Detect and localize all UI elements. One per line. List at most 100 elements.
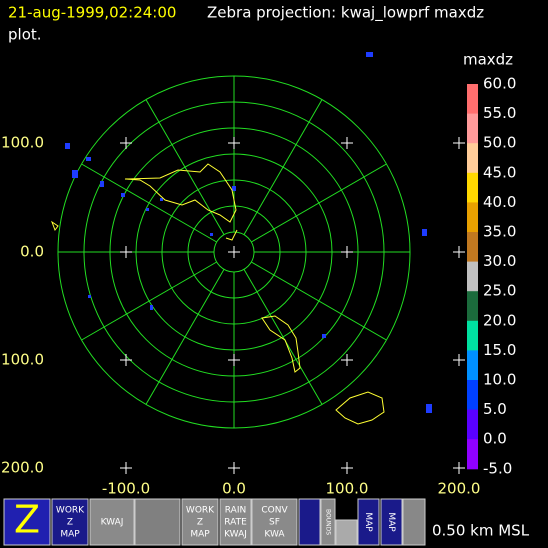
colorbar-swatch — [467, 439, 478, 470]
azimuth-line — [145, 99, 225, 235]
crosshair — [120, 137, 132, 149]
altitude-status: 0.50 km MSL — [432, 522, 530, 540]
colorbar-label: 0.0 — [483, 430, 507, 448]
icon[interactable] — [320, 498, 336, 546]
azimuth-line — [251, 261, 387, 341]
y-label: 200.0 — [1, 459, 44, 477]
colorbar-swatch — [467, 291, 478, 322]
colorbar-label: 60.0 — [483, 75, 516, 93]
icon[interactable] — [89, 498, 135, 546]
icon-label: BOUNDS — [325, 509, 332, 535]
crosshair — [228, 354, 240, 366]
colorbar-label: 30.0 — [483, 252, 516, 270]
icon[interactable] — [402, 498, 426, 546]
icon-bar: Z WORK Z MAP KWAJ WORK Z MAP RAIN RATE KWAJ CONV SF K… — [3, 498, 426, 546]
icon[interactable] — [51, 498, 89, 546]
crosshair — [228, 246, 240, 258]
icon[interactable] — [3, 498, 51, 546]
colorbar-swatch — [467, 409, 478, 440]
azimuth-line — [243, 269, 323, 405]
y-label: 100.0 — [1, 351, 44, 369]
icon-label: MAP — [190, 530, 210, 540]
x-label: 100.0 — [326, 480, 369, 498]
icon[interactable] — [380, 498, 403, 546]
icon-label: KWAJ — [224, 530, 247, 540]
colorbar-label: 55.0 — [483, 104, 516, 122]
colorbar-label: -5.0 — [483, 459, 512, 477]
icon[interactable] — [298, 498, 321, 546]
colorbar-swatch — [467, 380, 478, 411]
colorbar-label: 40.0 — [483, 193, 516, 211]
icon-label: MAP — [60, 530, 80, 540]
icon-label: Z — [14, 498, 40, 542]
crosshair — [120, 246, 132, 258]
crosshair — [453, 137, 465, 149]
coastlines — [50, 163, 385, 425]
x-label: 0.0 — [222, 480, 246, 498]
icon[interactable] — [357, 498, 380, 546]
axis-labels: 100.0 0.0 100.0 200.0 -100.0 0.0 100.0 200.0 — [1, 134, 480, 498]
crosshair — [341, 354, 353, 366]
x-label: -100.0 — [102, 480, 150, 498]
crosshair — [120, 354, 132, 366]
icon-label: Z — [197, 518, 203, 528]
y-label: 100.0 — [1, 134, 44, 152]
icon-label: Z — [67, 518, 73, 528]
icon[interactable] — [251, 498, 298, 546]
colorbar-label: 50.0 — [483, 134, 516, 152]
colorbar: 60.0 55.0 50.0 45.0 40.0 35.0 30.0 25.0 20.0 15.0… — [467, 75, 516, 477]
colorbar-swatch — [467, 350, 478, 381]
icon-label: MAP — [386, 512, 396, 532]
icon[interactable] — [181, 498, 219, 546]
azimuth-line — [145, 269, 225, 405]
colorbar-swatch — [467, 84, 478, 115]
icon[interactable] — [134, 498, 181, 546]
icon[interactable] — [219, 498, 252, 546]
colorbar-label: 10.0 — [483, 371, 516, 389]
colorbar-label: 15.0 — [483, 341, 516, 359]
colorbar-swatch — [467, 261, 478, 292]
echoes — [65, 52, 432, 413]
colorbar-label: 25.0 — [483, 282, 516, 300]
crosshair — [453, 354, 465, 366]
icon-label: RAIN — [225, 506, 246, 516]
y-label: 0.0 — [20, 243, 44, 261]
crosshair — [228, 137, 240, 149]
icon-label: CONV — [261, 506, 288, 516]
colorbar-swatch — [467, 143, 478, 174]
colorbar-swatch — [467, 113, 478, 144]
icon-label: SF — [269, 518, 280, 528]
icon[interactable] — [335, 519, 358, 546]
azimuth-line — [81, 261, 217, 341]
crosshair — [453, 462, 465, 474]
colorbar-label: 35.0 — [483, 223, 516, 241]
colorbar-title: maxdz — [463, 51, 513, 69]
icon-label: WORK — [56, 506, 85, 516]
icon-label: KWA — [264, 530, 285, 540]
crosshair — [228, 462, 240, 474]
azimuth-line — [251, 163, 387, 243]
crosshair — [453, 246, 465, 258]
title-cont: plot. — [8, 26, 42, 44]
colorbar-swatch — [467, 202, 478, 233]
range-rings — [57, 75, 411, 429]
crosshair — [341, 137, 353, 149]
crosshair — [120, 462, 132, 474]
icon-label: WORK — [186, 506, 215, 516]
icon-label: MAP — [363, 512, 373, 532]
icon-label: KWAJ — [101, 518, 124, 528]
colorbar-label: 5.0 — [483, 400, 507, 418]
colorbar-swatch — [467, 320, 478, 351]
crosshair — [341, 462, 353, 474]
azimuth-line — [81, 163, 217, 243]
colorbar-label: 20.0 — [483, 311, 516, 329]
colorbar-label: 45.0 — [483, 163, 516, 181]
colorbar-swatch — [467, 172, 478, 203]
azimuth-line — [243, 99, 323, 235]
icon-label: RATE — [224, 518, 247, 528]
timestamp: 21-aug-1999,02:24:00 — [8, 4, 176, 22]
colorbar-swatch — [467, 232, 478, 263]
title: Zebra projection: kwaj_lowprf maxdz — [207, 4, 484, 23]
x-label: 200.0 — [438, 480, 481, 498]
